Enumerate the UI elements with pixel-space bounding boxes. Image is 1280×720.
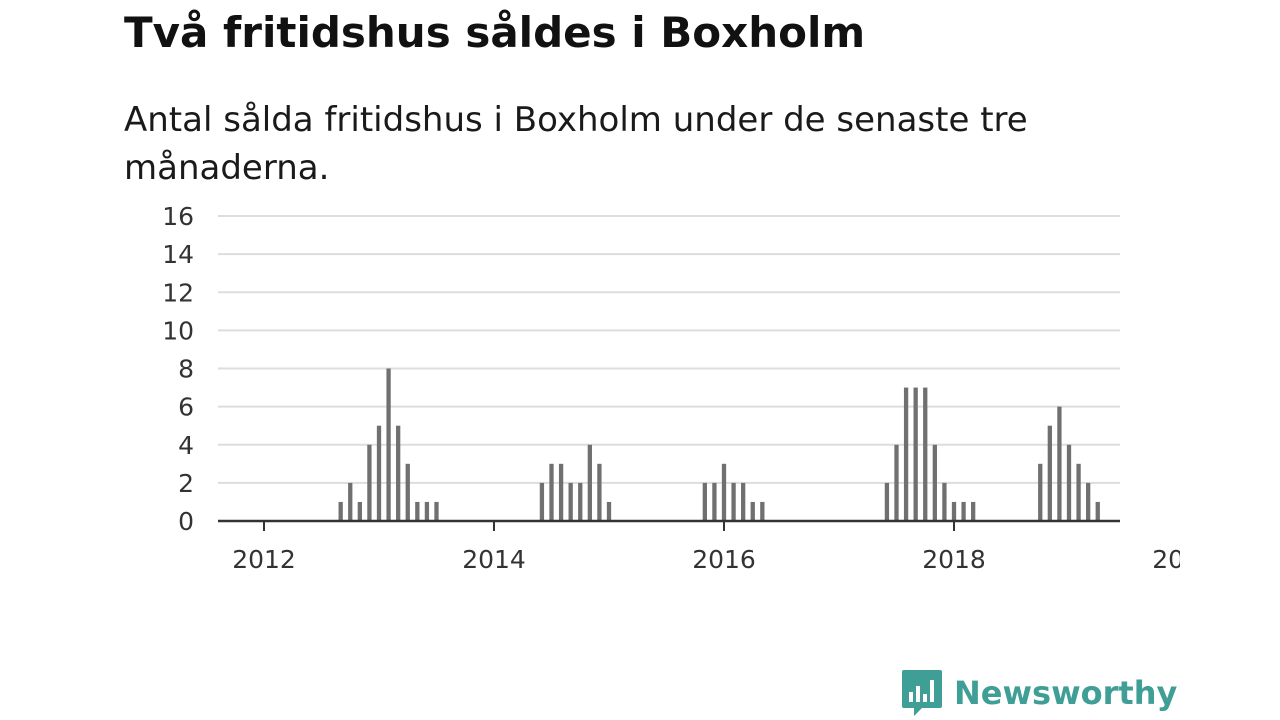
- bar: [884, 482, 890, 521]
- bar: [712, 482, 717, 521]
- bar: [568, 482, 573, 521]
- bar: [1038, 463, 1043, 521]
- bar: [367, 444, 372, 521]
- bar-chart: 0246810121416220122014201620182020202220…: [162, 202, 1180, 574]
- bar: [405, 463, 410, 521]
- y-tick-label: 10: [162, 316, 194, 345]
- bar: [1066, 444, 1072, 521]
- bar: [549, 463, 554, 521]
- axis-labels: 0246810121416220122014201620182020202220…: [162, 202, 1180, 574]
- y-tick-label: 6: [178, 393, 194, 422]
- brand-name: Newsworthy: [954, 674, 1178, 712]
- x-tick-label: 2014: [462, 545, 526, 574]
- y-tick-label: 4: [178, 431, 194, 460]
- bar-chart-speech-bubble-icon: [902, 670, 942, 716]
- bar: [348, 482, 353, 521]
- bar: [415, 501, 420, 521]
- y-tick-label: 2: [178, 469, 194, 498]
- y-tick-label: 16: [162, 202, 194, 231]
- bar: [434, 501, 439, 521]
- axes: [218, 519, 1120, 531]
- bar: [1047, 425, 1052, 521]
- x-tick-label: 2020: [1152, 545, 1180, 574]
- bar: [731, 482, 736, 521]
- y-tick-label: 8: [178, 355, 194, 384]
- y-tick-label: 14: [162, 240, 194, 269]
- bar: [558, 463, 564, 521]
- x-tick-label: 2018: [922, 545, 986, 574]
- bar: [971, 501, 976, 521]
- bar: [1076, 463, 1081, 521]
- bar: [539, 482, 545, 521]
- bar: [1095, 501, 1100, 521]
- bar: [721, 463, 727, 521]
- bar: [750, 501, 755, 521]
- bar: [424, 501, 430, 521]
- bar: [903, 387, 909, 521]
- bar: [932, 444, 937, 521]
- bar: [1086, 482, 1091, 521]
- grid-lines: [218, 215, 1120, 484]
- bar: [961, 501, 966, 521]
- bar: [1057, 406, 1062, 521]
- newsworthy-logo: Newsworthy: [900, 668, 1177, 718]
- bar: [376, 425, 382, 521]
- bar: [587, 444, 592, 521]
- bars: [338, 368, 1100, 521]
- bar: [597, 463, 602, 521]
- bar: [894, 444, 899, 521]
- bar: [951, 501, 957, 521]
- bar: [702, 482, 707, 521]
- bar: [386, 368, 391, 521]
- bar: [913, 387, 918, 521]
- bar: [760, 501, 765, 521]
- bar: [338, 501, 343, 521]
- bar: [396, 425, 401, 521]
- y-tick-label: 0: [178, 507, 194, 536]
- page-title: Två fritidshus såldes i Boxholm: [124, 8, 866, 57]
- x-tick-label: 2016: [692, 545, 756, 574]
- bar: [741, 482, 746, 521]
- bar: [578, 482, 583, 521]
- x-tick-label: 2012: [232, 545, 296, 574]
- bar: [923, 387, 928, 521]
- bar: [606, 501, 612, 521]
- bar: [942, 482, 947, 521]
- bar: [357, 501, 362, 521]
- page-subtitle: Antal sålda fritidshus i Boxholm under d…: [124, 100, 1028, 188]
- y-tick-label: 12: [162, 278, 194, 307]
